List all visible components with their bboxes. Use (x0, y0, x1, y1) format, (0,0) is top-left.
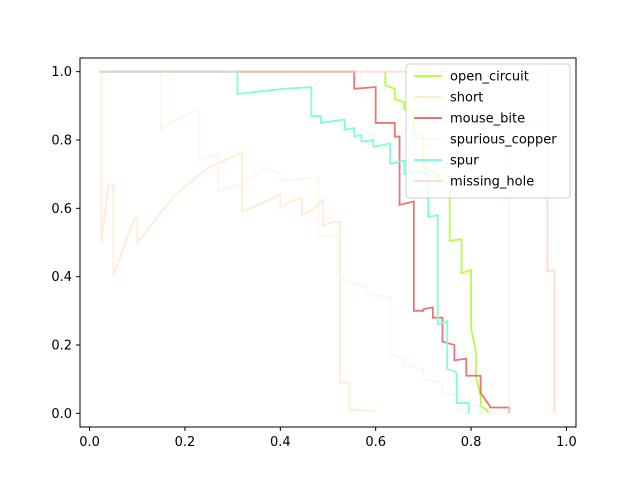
x-tick-label: 0.8 (461, 435, 482, 450)
legend-label-short: short (450, 91, 483, 106)
x-tick-label: 1.0 (556, 435, 577, 450)
y-tick-label: 0.4 (51, 270, 72, 285)
y-tick-label: 0.8 (51, 134, 72, 149)
series-line-mouse_bite (99, 70, 511, 414)
y-tick-label: 0.0 (51, 407, 72, 422)
legend-box (405, 63, 571, 199)
legend-label-missing_hole: missing_hole (450, 175, 534, 190)
legend-label-spur: spur (450, 154, 479, 169)
axes-frame (79, 57, 577, 428)
y-tick-label: 0.2 (51, 339, 72, 354)
series-line-missing_hole (99, 70, 556, 414)
x-tick-label: 0.4 (270, 435, 291, 450)
x-tick-label: 0.0 (79, 435, 100, 450)
series-line-spur (99, 70, 470, 414)
x-tick-label: 0.6 (365, 435, 386, 450)
series-line-short (100, 71, 376, 413)
series-line-spurious_copper (99, 70, 549, 415)
legend-label-open_circuit: open_circuit (450, 70, 529, 85)
axes-layer: 0.0 0.2 0.4 0.6 0.8 1.0 0.0 0.2 0.4 0.6 0.8 1.0 (51, 57, 577, 450)
y-tick-label: 1.0 (51, 65, 72, 80)
legend-label-spurious_copper: spurious_copper (450, 133, 557, 148)
legend-label-mouse_bite: mouse_bite (450, 112, 525, 127)
series-layer (99, 70, 556, 415)
x-tick-label: 0.2 (175, 435, 196, 450)
y-tick-label: 0.6 (51, 202, 72, 217)
